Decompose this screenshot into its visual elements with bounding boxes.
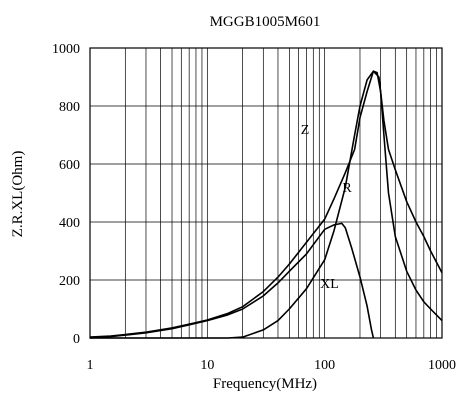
x-tick-label: 100: [314, 358, 335, 373]
x-axis-label: Frequency(MHz): [213, 376, 317, 392]
y-axis-label: Z.R.XL(Ohm): [10, 151, 26, 238]
series-label-z: Z: [301, 123, 310, 138]
series-label-xl: XL: [320, 277, 339, 292]
x-axis-ticks: 1 10 100 1000: [87, 358, 457, 373]
y-tick-label: 600: [59, 158, 80, 173]
y-tick-label: 1000: [52, 42, 80, 57]
y-axis-ticks: 0 200 400 600 800 1000: [52, 42, 80, 347]
series-label-r: R: [342, 181, 352, 196]
chart-title: MGGB1005M601: [210, 14, 321, 30]
y-tick-label: 200: [59, 274, 80, 289]
x-tick-label: 10: [200, 358, 214, 373]
x-tick-label: 1000: [428, 358, 456, 373]
series-line-xl: [89, 222, 375, 339]
series-labels: Z R XL: [301, 123, 353, 292]
x-tick-label: 1: [87, 358, 94, 373]
series-line-z: [89, 70, 443, 338]
y-tick-label: 800: [59, 100, 80, 115]
y-tick-label: 400: [59, 216, 80, 231]
series-line-r: [90, 70, 443, 339]
plot-frame: [89, 47, 443, 339]
series-lines: [89, 70, 443, 339]
y-tick-label: 0: [73, 332, 80, 347]
